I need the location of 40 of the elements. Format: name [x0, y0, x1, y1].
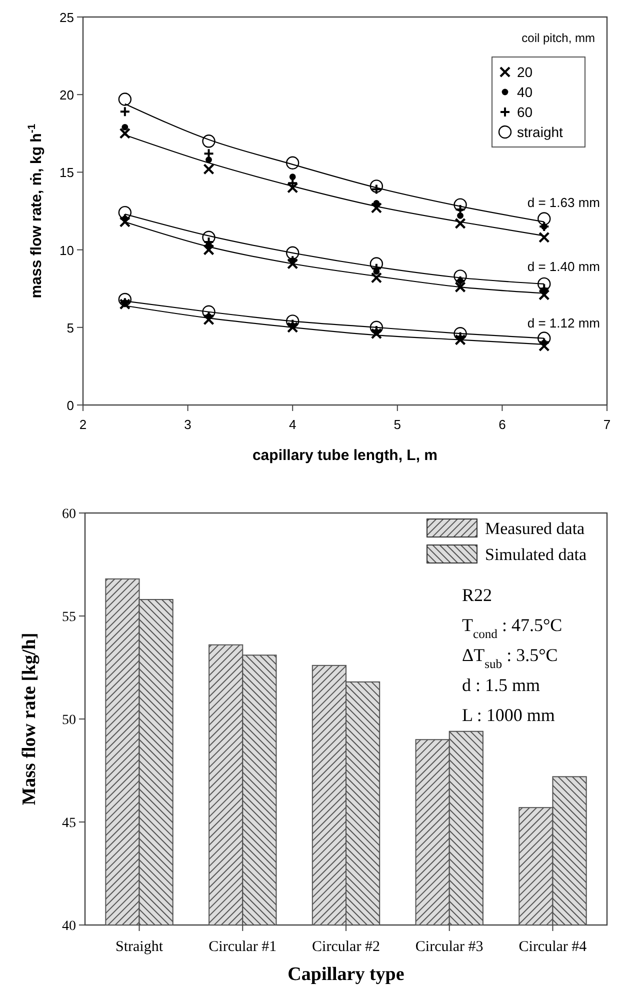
annotation: d = 1.12 mm	[527, 315, 600, 330]
y-tick-label: 5	[66, 320, 74, 336]
y-axis-title: Mass flow rate [kg/h]	[19, 632, 40, 806]
annotation: d = 1.63 mm	[527, 195, 600, 210]
y-tick-label: 20	[60, 88, 74, 103]
x-tick-label: 3	[184, 417, 192, 432]
y-tick-label: 45	[62, 816, 76, 831]
x-tick-label: 4	[288, 417, 296, 432]
x-tick-label: Circular #2	[312, 939, 380, 955]
annotation: L : 1000 mm	[462, 705, 555, 725]
x-tick-label: Circular #3	[415, 939, 484, 955]
x-axis-title: capillary tube length, L, m	[252, 447, 438, 464]
x-tick-label: Straight	[116, 939, 164, 955]
x-tick-label: 2	[79, 417, 87, 432]
annotation: ΔT$_{sub}$ : 3.5°C	[462, 645, 558, 671]
y-tick-label: 15	[60, 165, 74, 180]
legend-label: Simulated data	[485, 545, 587, 564]
y-tick-label: 50	[62, 713, 76, 728]
annotation: T$_{cond}$ : 47.5°C	[462, 615, 562, 641]
y-tick-label: 25	[60, 10, 74, 25]
y-tick-label: 60	[62, 507, 76, 522]
legend-label: 60	[517, 104, 533, 120]
annotation: R22	[462, 585, 492, 605]
x-axis-title: Capillary type	[288, 964, 404, 985]
annotation: d = 1.40 mm	[527, 259, 600, 274]
legend-title: coil pitch, mm	[522, 31, 595, 45]
legend-label: 40	[517, 84, 533, 100]
x-tick-label: 6	[498, 417, 506, 432]
x-tick-label: Circular #4	[518, 939, 588, 955]
legend-label: 20	[517, 64, 533, 80]
x-tick-label: 7	[603, 417, 611, 432]
x-tick-label: 5	[394, 417, 402, 432]
y-tick-label: 40	[62, 919, 76, 934]
annotation: d : 1.5 mm	[462, 675, 540, 695]
y-tick-label: 10	[60, 242, 74, 258]
y-tick-label: 0	[66, 398, 74, 413]
x-tick-label: Circular #1	[208, 939, 277, 955]
legend-label: straight	[517, 124, 564, 140]
y-tick-label: 55	[62, 610, 76, 625]
legend-label: Measured data	[485, 519, 586, 538]
